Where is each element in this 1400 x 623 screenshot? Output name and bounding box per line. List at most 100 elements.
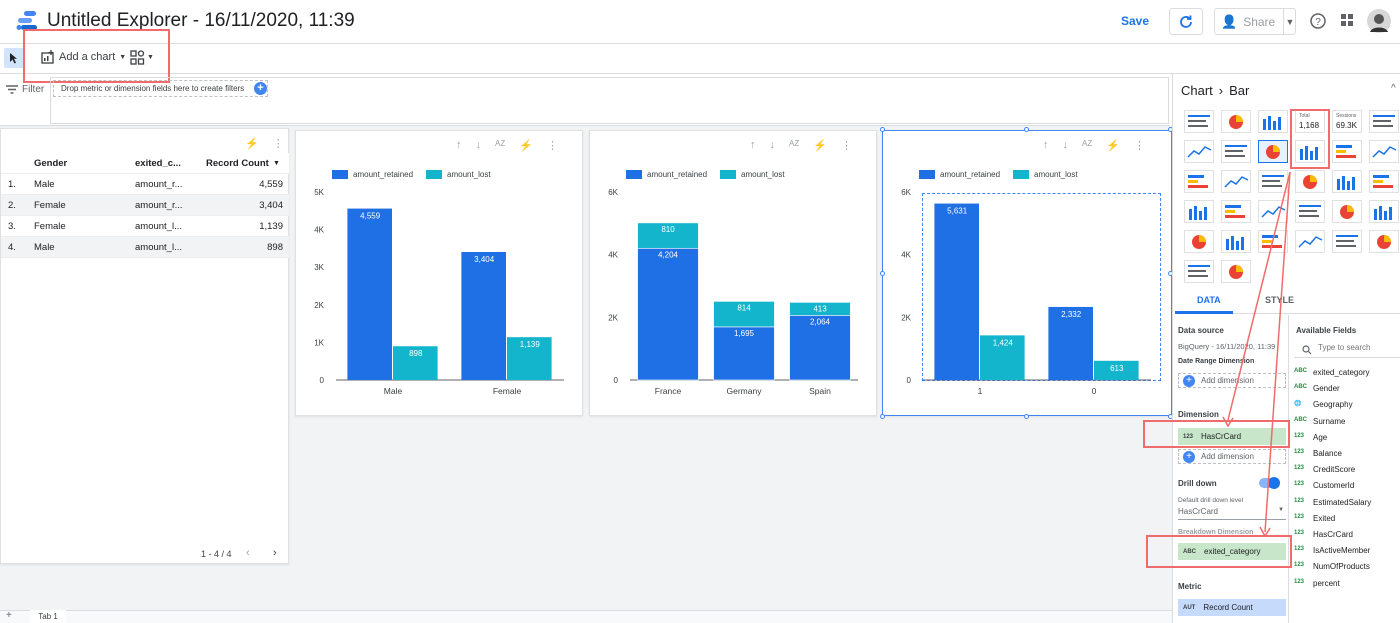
chart-type-option-icon[interactable] — [1184, 170, 1214, 193]
table-header-gender[interactable]: Gender — [34, 158, 68, 169]
avatar[interactable] — [1367, 9, 1391, 33]
breakdown-pill[interactable]: ABC exited_category — [1178, 543, 1286, 560]
collapse-panel-icon[interactable]: ^ — [1391, 83, 1396, 94]
resize-handle[interactable] — [880, 271, 885, 276]
bar-chart-hascrcard[interactable]: ↑ ↓ AZ ⚡ ⋮ amount_retained amount_lost 0 2K 4K… — [882, 130, 1172, 416]
sort-up-icon[interactable]: ↑ — [1043, 139, 1049, 151]
chart-type-option-icon[interactable] — [1258, 200, 1288, 223]
chart-type-option-icon[interactable] — [1295, 200, 1325, 223]
chart-type-option-icon[interactable] — [1258, 110, 1288, 133]
chart-type-option-icon[interactable] — [1258, 170, 1288, 193]
more-vert-icon[interactable]: ⋮ — [840, 140, 852, 152]
chart-type-option-icon[interactable] — [1258, 140, 1288, 163]
default-drill-select[interactable]: HasCrCard ▼ — [1178, 507, 1286, 520]
chart-type-option-icon[interactable] — [1369, 140, 1399, 163]
field-item[interactable]: 123 EstimatedSalary — [1294, 497, 1372, 507]
resize-handle[interactable] — [1024, 127, 1029, 132]
field-item[interactable]: 123 Balance — [1294, 449, 1342, 458]
sort-down-icon[interactable]: ↓ — [1062, 139, 1069, 151]
help-icon[interactable]: ? — [1310, 13, 1326, 29]
chart-type-option-icon[interactable] — [1332, 170, 1362, 193]
tab-data[interactable]: DATA — [1197, 295, 1221, 305]
chart-type-option-icon[interactable] — [1332, 200, 1362, 223]
field-item[interactable]: 123 percent — [1294, 578, 1340, 588]
chart-type-option-icon[interactable] — [1221, 200, 1251, 223]
chart-type-option-icon[interactable] — [1184, 110, 1214, 133]
save-button[interactable]: Save — [1121, 14, 1150, 28]
select-tool-button[interactable] — [4, 48, 24, 68]
filter-drop-zone[interactable]: Drop metric or dimension fields here to … — [53, 80, 268, 97]
bar-chart-gender[interactable]: ↑ ↓ AZ ⚡ ⋮ amount_retained amount_lost 0 1K 2K… — [295, 130, 583, 416]
chart-type-option-icon[interactable] — [1295, 170, 1325, 193]
more-vert-icon[interactable]: ⋮ — [1133, 140, 1145, 152]
field-item[interactable]: 123 CustomerId — [1294, 481, 1355, 491]
sort-desc-icon[interactable]: ▼ — [273, 160, 280, 167]
more-vert-icon[interactable]: ⋮ — [546, 140, 558, 152]
field-item[interactable]: 123 Exited — [1294, 513, 1336, 523]
chart-type-option-icon[interactable] — [1295, 230, 1325, 253]
sort-az-icon[interactable]: AZ — [495, 139, 506, 148]
chart-type-option-icon[interactable] — [1184, 230, 1214, 253]
add-dimension-button[interactable]: + Add dimension — [1178, 449, 1286, 464]
resize-handle[interactable] — [880, 127, 885, 132]
add-page-icon[interactable]: + — [6, 610, 12, 621]
chart-type-option-icon[interactable] — [1221, 140, 1251, 163]
table-header-exited[interactable]: exited_c... — [135, 158, 181, 169]
field-search[interactable] — [1294, 340, 1400, 358]
refresh-button[interactable] — [1169, 8, 1203, 35]
chart-type-option-icon[interactable] — [1221, 170, 1251, 193]
sort-az-icon[interactable]: AZ — [789, 139, 800, 148]
field-item[interactable]: ABC Gender — [1294, 384, 1340, 394]
lightning-icon[interactable]: ⚡ — [813, 140, 827, 152]
chart-type-option-icon[interactable] — [1295, 140, 1325, 163]
filter-button[interactable]: Filter — [6, 84, 44, 95]
field-item[interactable]: 123 Age — [1294, 432, 1328, 442]
chart-type-option-icon[interactable]: Sessions 69.3K — [1332, 110, 1362, 133]
sort-down-icon[interactable]: ↓ — [475, 139, 482, 151]
share-menu-caret[interactable]: ▼ — [1283, 8, 1296, 35]
chart-type-option-icon[interactable] — [1332, 230, 1362, 253]
table-chart[interactable]: ⚡ ⋮ Gender exited_c... Record Count ▼ 1. … — [0, 128, 289, 564]
drill-down-toggle[interactable] — [1259, 477, 1280, 489]
chart-type-option-icon[interactable] — [1221, 260, 1251, 283]
prev-page-icon[interactable]: ‹ — [246, 547, 250, 559]
add-chart-button[interactable]: Add a chart ▼ — [41, 50, 126, 64]
chart-type-option-icon[interactable] — [1221, 230, 1251, 253]
field-item[interactable]: ABC Surname — [1294, 416, 1346, 426]
sort-down-icon[interactable]: ↓ — [769, 139, 776, 151]
lightning-icon[interactable]: ⚡ — [519, 140, 533, 152]
chart-type-option-icon[interactable] — [1258, 230, 1288, 253]
add-date-dimension[interactable]: + Add dimension — [1178, 373, 1286, 388]
next-page-icon[interactable]: › — [273, 547, 277, 559]
chart-type-option-icon[interactable] — [1369, 110, 1399, 133]
chart-type-option-icon[interactable] — [1369, 200, 1399, 223]
chart-type-option-icon[interactable] — [1369, 170, 1399, 193]
lightning-icon[interactable]: ⚡ — [1106, 140, 1120, 152]
table-header-record-count[interactable]: Record Count — [206, 158, 269, 169]
field-item[interactable]: 123 IsActiveMember — [1294, 546, 1371, 556]
metric-pill[interactable]: AUT Record Count — [1178, 599, 1286, 616]
field-item[interactable]: 123 NumOfProducts — [1294, 562, 1370, 572]
resize-handle[interactable] — [1024, 414, 1029, 419]
sort-up-icon[interactable]: ↑ — [750, 139, 756, 151]
chart-type-option-icon[interactable] — [1221, 110, 1251, 133]
report-title[interactable]: Untitled Explorer - 16/11/2020, 11:39 — [47, 10, 355, 31]
field-item[interactable]: 123 HasCrCard — [1294, 530, 1354, 539]
apps-grid-icon[interactable] — [1340, 13, 1354, 27]
chart-type-option-icon[interactable] — [1184, 140, 1214, 163]
resize-handle[interactable] — [880, 414, 885, 419]
add-filter-icon[interactable]: + — [254, 82, 267, 95]
add-control-button[interactable]: ▼ — [130, 50, 154, 65]
lightning-icon[interactable]: ⚡ — [245, 138, 259, 150]
field-item[interactable]: ABC exited_category — [1294, 368, 1370, 377]
share-button[interactable]: 👤 Share — [1214, 8, 1296, 35]
field-item[interactable]: 123 CreditScore — [1294, 465, 1356, 475]
field-search-input[interactable] — [1318, 343, 1396, 352]
chart-type-option-icon[interactable] — [1369, 230, 1399, 253]
tab-style[interactable]: STYLE — [1265, 295, 1295, 305]
dimension-pill[interactable]: 123 HasCrCard — [1178, 428, 1286, 445]
sort-az-icon[interactable]: AZ — [1082, 139, 1093, 148]
more-vert-icon[interactable]: ⋮ — [272, 138, 284, 150]
bar-chart-geography[interactable]: ↑ ↓ AZ ⚡ ⋮ amount_retained amount_lost 0 2K 4K… — [589, 130, 877, 416]
data-source-value[interactable]: BigQuery - 16/11/2020, 11:39 — [1178, 342, 1276, 351]
